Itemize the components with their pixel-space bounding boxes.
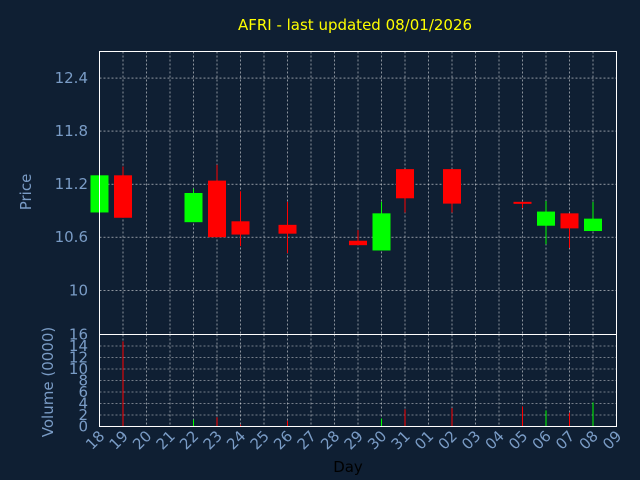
- volume-y-tick-label: 10: [69, 360, 88, 378]
- volume-panel-frame: [99, 334, 617, 427]
- candle-body-19: [114, 175, 132, 218]
- price-axis-label: Price: [17, 174, 35, 211]
- volume-axis-label: Volume (0000): [39, 327, 57, 437]
- x-axis-label: Day: [333, 458, 363, 476]
- candle-body-06: [537, 211, 555, 226]
- volume-y-tick-label: 2: [78, 406, 88, 424]
- price-candles: [90, 164, 602, 254]
- price-y-ticks: 10 10.6 11.2 11.8 12.4: [55, 69, 88, 299]
- price-y-tick-label: 11.2: [55, 175, 88, 193]
- price-y-tick-label: 10: [69, 281, 88, 299]
- price-y-tick-label: 12.4: [55, 69, 88, 87]
- volume-y-tick-label: 0: [78, 418, 88, 436]
- volume-y-tick-label: 8: [78, 372, 88, 390]
- candle-body-08: [584, 218, 602, 232]
- candle-body-05: [513, 201, 532, 204]
- candle-body-02: [443, 169, 461, 204]
- candle-body-31: [396, 169, 414, 199]
- candle-body-30: [372, 213, 391, 251]
- chart-title: AFRI - last updated 08/01/2026: [238, 16, 472, 34]
- volume-bars: [122, 341, 594, 427]
- volume-y-tick-label: 12: [69, 349, 88, 367]
- volume-y-tick-label: 6: [78, 383, 88, 401]
- volume-y-tick-label: 16: [69, 326, 88, 344]
- volume-y-tick-label: 4: [78, 395, 88, 413]
- candle-body-23: [208, 180, 226, 238]
- volume-y-tick-label: 14: [69, 337, 88, 355]
- candle-body-22: [184, 193, 203, 223]
- candle-body-26: [278, 224, 297, 234]
- price-y-tick-label: 10.6: [55, 228, 88, 246]
- price-y-tick-label: 11.8: [55, 122, 88, 140]
- candle-body-07: [560, 213, 579, 229]
- x-ticks: 1819202122232425262728293031010203040506…: [82, 427, 625, 453]
- candle-body-24: [231, 221, 250, 235]
- candle-body-29: [349, 240, 367, 246]
